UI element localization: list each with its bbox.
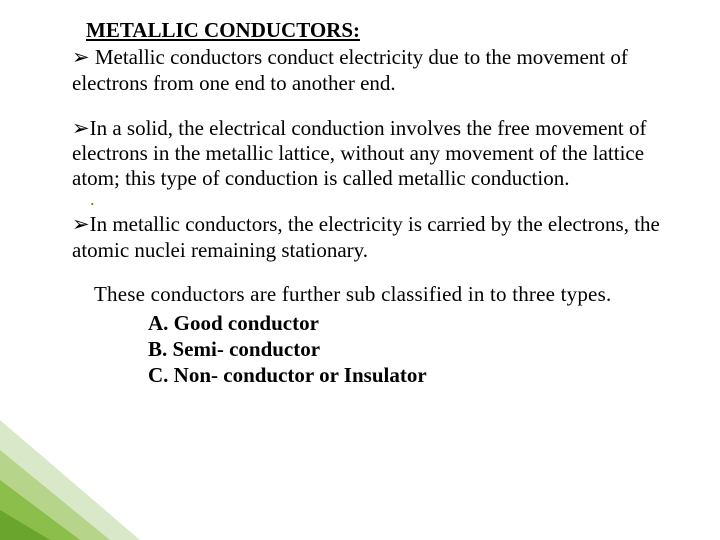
corner-layer-2 <box>0 450 110 540</box>
heading: METALLIC CONDUCTORS: <box>86 18 660 43</box>
stray-dot: . <box>90 189 660 210</box>
type-b: B. Semi- conductor <box>148 336 660 362</box>
chevron-right-icon: ➢ <box>72 117 90 140</box>
bullet-paragraph-2: ➢In a solid, the electrical conduction i… <box>72 116 660 191</box>
para2-text: In a solid, the electrical conduction in… <box>72 116 647 191</box>
corner-layer-4 <box>0 510 50 540</box>
type-c: C. Non- conductor or Insulator <box>148 362 660 388</box>
corner-layer-1 <box>0 420 140 540</box>
corner-decoration <box>0 420 200 540</box>
para1-text: Metallic conductors conduct electricity … <box>72 45 628 95</box>
sub-intro: These conductors are further sub classif… <box>94 282 620 307</box>
corner-layer-3 <box>0 480 80 540</box>
bullet-paragraph-3: ➢In metallic conductors, the electricity… <box>72 212 660 263</box>
chevron-right-icon: ➢ <box>72 46 90 69</box>
para3-text: In metallic conductors, the electricity … <box>72 212 660 262</box>
types-list: A. Good conductor B. Semi- conductor C. … <box>148 310 660 389</box>
bullet-paragraph-1: ➢ Metallic conductors conduct electricit… <box>72 45 660 96</box>
type-a: A. Good conductor <box>148 310 660 336</box>
chevron-right-icon: ➢ <box>72 213 90 236</box>
slide-content: METALLIC CONDUCTORS: ➢ Metallic conducto… <box>0 0 720 388</box>
